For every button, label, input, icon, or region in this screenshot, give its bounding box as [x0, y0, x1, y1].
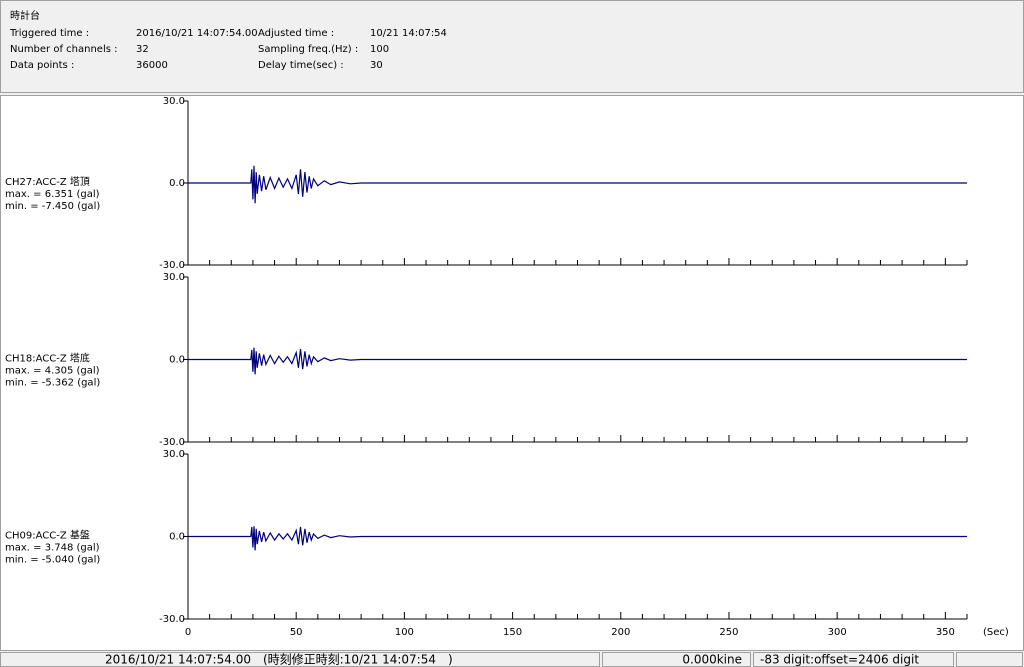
field-value: 10/21 14:07:54 [370, 28, 447, 39]
field-label: Delay time(sec) : [258, 60, 344, 71]
x-tick-label: 200 [611, 627, 630, 638]
status-bar-bg [0, 651, 1024, 667]
field-label: Triggered time : [9, 28, 89, 39]
y-tick-label: 30.0 [163, 96, 185, 107]
waveform [188, 526, 967, 551]
waveform [188, 165, 967, 204]
field-value: 36000 [136, 60, 168, 71]
channel-name: CH18:ACC-Z 塔底 [5, 352, 90, 365]
channel-stat: min. = -7.450 (gal) [5, 201, 100, 212]
header: 時計台 Triggered time : 2016/10/21 14:07:54.… [9, 9, 447, 71]
status-time: 2016/10/21 14:07:54.00 (時刻修正時刻:10/21 14:… [105, 652, 453, 667]
y-tick-label: 0.0 [169, 178, 185, 189]
y-tick-label: 0.0 [169, 532, 185, 543]
y-tick-label: -30.0 [159, 614, 185, 625]
x-tick-label: 300 [828, 627, 847, 638]
x-tick-label: 0 [185, 627, 191, 638]
y-tick-label: 30.0 [163, 272, 185, 283]
channel-stat: min. = -5.362 (gal) [5, 378, 100, 389]
x-tick-label: 250 [719, 627, 738, 638]
y-tick-label: 0.0 [169, 355, 185, 366]
field-value: 32 [136, 44, 149, 55]
y-tick-label: 30.0 [163, 449, 185, 460]
x-tick-label: 50 [290, 627, 303, 638]
status-velocity: 0.000kine [682, 653, 742, 667]
field-label: Sampling freq.(Hz) : [258, 44, 358, 55]
status-digit: -83 digit:offset=2406 digit [760, 653, 919, 667]
field-value: 2016/10/21 14:07:54.00 [136, 28, 258, 39]
channel-stat: max. = 6.351 (gal) [5, 189, 100, 200]
x-tick-label: 100 [395, 627, 414, 638]
waveform [188, 347, 967, 375]
channel-name: CH09:ACC-Z 基盤 [5, 529, 90, 542]
x-tick-label: 350 [936, 627, 955, 638]
field-value: 100 [370, 44, 389, 55]
x-axis-label: (Sec) [983, 627, 1009, 638]
channel-name: CH27:ACC-Z 塔頂 [5, 175, 90, 188]
station-title: 時計台 [10, 9, 40, 22]
x-tick-label: 150 [503, 627, 522, 638]
header-panel [0, 0, 1024, 93]
field-value: 30 [370, 60, 383, 71]
channel-stat: min. = -5.040 (gal) [5, 555, 100, 566]
y-tick-label: -30.0 [159, 260, 185, 271]
status-bar: 2016/10/21 14:07:54.00 (時刻修正時刻:10/21 14:… [0, 651, 1024, 667]
plot-area [0, 95, 1024, 651]
field-label: Adjusted time : [258, 28, 334, 39]
field-label: Data points : [10, 60, 74, 71]
channel-stat: max. = 4.305 (gal) [5, 366, 100, 377]
channel-stat: max. = 3.748 (gal) [5, 543, 100, 554]
y-tick-label: -30.0 [159, 437, 185, 448]
field-label: Number of channels : [10, 44, 118, 55]
